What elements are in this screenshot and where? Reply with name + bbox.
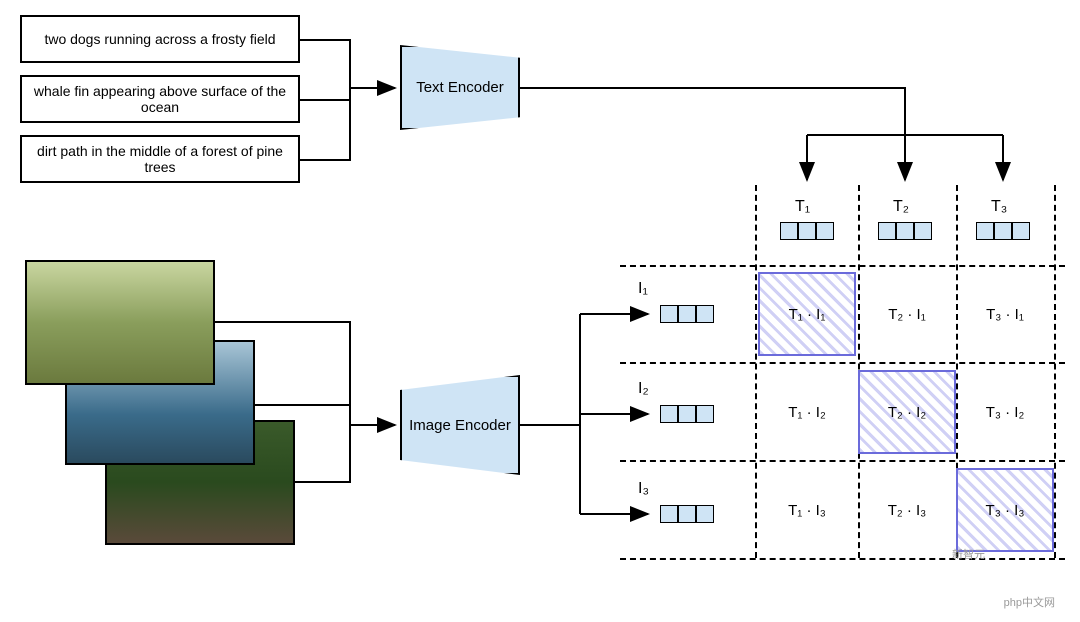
matrix-2-1: T₂ · I₃	[858, 468, 956, 552]
row-embedding-1	[660, 305, 714, 323]
matrix-2-0: T₁ · I₃	[758, 468, 856, 552]
text-encoder: Text Encoder	[400, 45, 520, 130]
matrix-0-0: T₁ · I₁	[758, 272, 856, 356]
grid-v-left	[755, 185, 757, 558]
image-encoder: Image Encoder	[400, 375, 520, 475]
grid-h-1	[620, 362, 1065, 364]
grid-h-2	[620, 460, 1065, 462]
matrix-1-1: T₂ · I₂	[858, 370, 956, 454]
watermark-1: 新智元	[952, 546, 985, 562]
col-embedding-3	[976, 222, 1030, 240]
col-embedding-1	[780, 222, 834, 240]
watermark-2: php中文网	[1004, 594, 1055, 610]
caption-box-2: whale fin appearing above surface of the…	[20, 75, 300, 123]
col-label-3: T₃	[991, 198, 1007, 216]
matrix-0-2: T₃ · I₁	[956, 272, 1054, 356]
col-label-2: T₂	[893, 198, 909, 216]
col-embedding-2	[878, 222, 932, 240]
row-label-1: I₁	[638, 280, 648, 298]
row-embedding-3	[660, 505, 714, 523]
matrix-1-2: T₃ · I₂	[956, 370, 1054, 454]
row-label-2: I₂	[638, 380, 649, 398]
grid-h-top	[620, 265, 1065, 267]
col-label-1: T₁	[795, 198, 810, 216]
matrix-0-1: T₂ · I₁	[858, 272, 956, 356]
matrix-1-0: T₁ · I₂	[758, 370, 856, 454]
grid-h-bot	[620, 558, 1065, 560]
row-embedding-2	[660, 405, 714, 423]
photo-dogs	[25, 260, 215, 385]
row-label-3: I₃	[638, 480, 649, 498]
matrix-2-2: T₃ · I₃	[956, 468, 1054, 552]
caption-box-1: two dogs running across a frosty field	[20, 15, 300, 63]
grid-v-right	[1054, 185, 1056, 558]
caption-box-3: dirt path in the middle of a forest of p…	[20, 135, 300, 183]
